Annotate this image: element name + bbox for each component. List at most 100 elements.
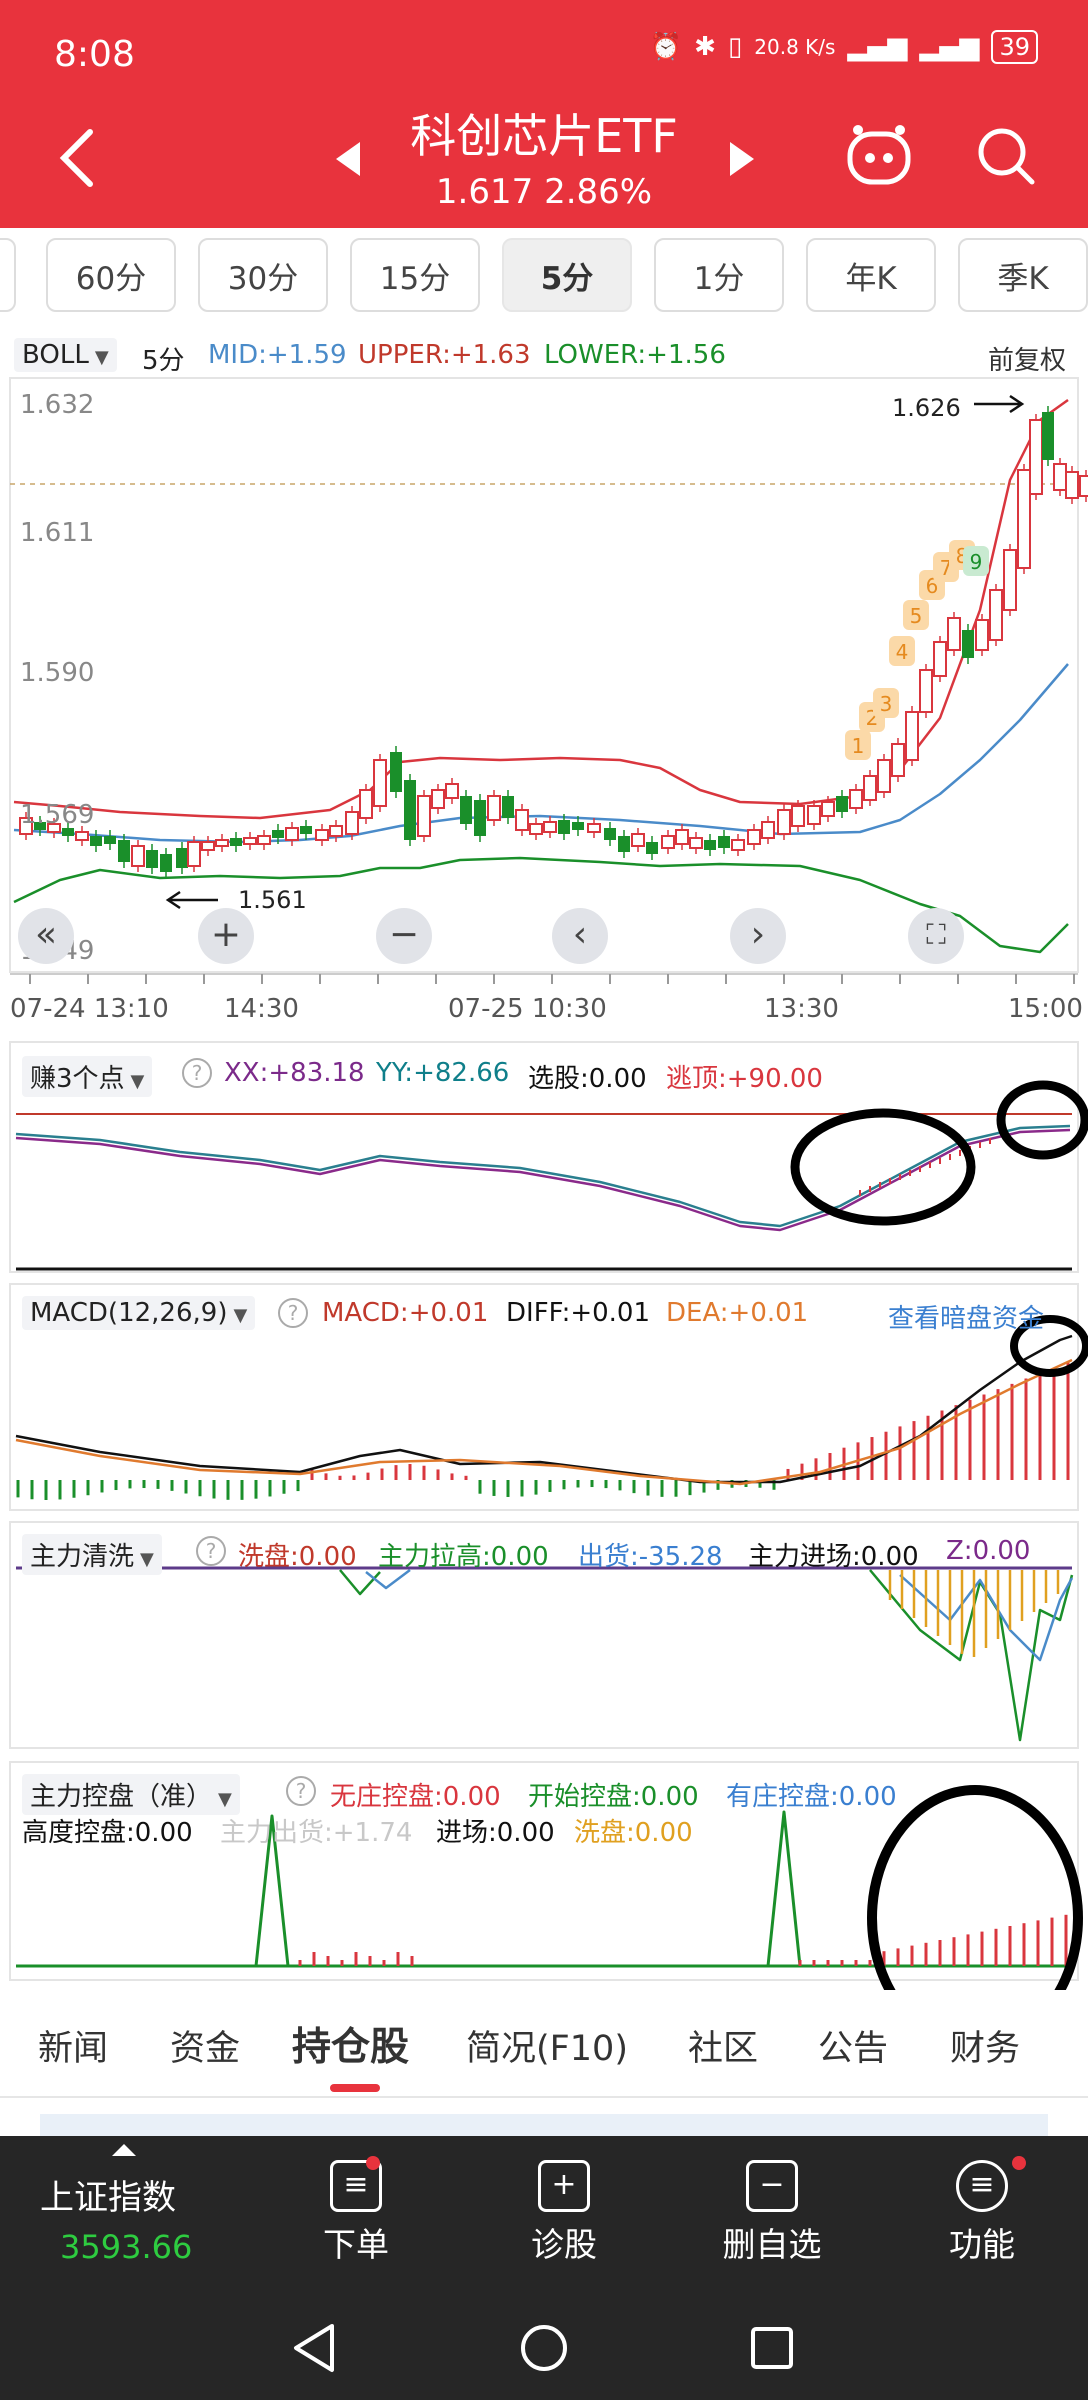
network-speed: 20.8 K/s bbox=[754, 35, 836, 59]
tab-community[interactable]: 社区 bbox=[688, 2029, 759, 2069]
tab-announcements[interactable]: 公告 bbox=[818, 2029, 889, 2069]
zlqx-z: Z:0.00 bbox=[946, 1536, 1031, 1566]
td-number: 1 bbox=[852, 734, 865, 758]
tab-period-hidden[interactable] bbox=[0, 238, 16, 312]
tab-holdings[interactable]: 持仓股 bbox=[292, 2025, 410, 2070]
nav-order[interactable]: ≡ 下单 bbox=[316, 2160, 396, 2266]
candle-body bbox=[131, 845, 145, 867]
dark-pool-link[interactable]: 查看暗盘资金 bbox=[888, 1304, 1045, 1334]
candle-body bbox=[390, 752, 402, 792]
tab-funds[interactable]: 资金 bbox=[170, 2029, 241, 2069]
candle-body bbox=[905, 711, 919, 761]
tab-finance[interactable]: 财务 bbox=[950, 2029, 1021, 2069]
nav-remove-watchlist[interactable]: − 删自选 bbox=[716, 2160, 828, 2266]
zlkp-kskp: 开始控盘:0.00 bbox=[528, 1782, 699, 1812]
system-home-icon[interactable] bbox=[518, 2322, 570, 2374]
header: 8:08 ⏰ ✱ ▯ 20.8 K/s ▂▄▆ ▂▄▆ 39 科创芯片ETF 1… bbox=[0, 0, 1088, 228]
tab-f10[interactable]: 简况(F10) bbox=[466, 2029, 628, 2069]
adjust-mode[interactable]: 前复权 bbox=[988, 346, 1067, 376]
help-icon[interactable]: ? bbox=[278, 1298, 308, 1328]
next-stock-icon[interactable] bbox=[730, 142, 754, 176]
help-icon[interactable]: ? bbox=[196, 1536, 226, 1566]
fullscreen-icon[interactable]: ⛶ bbox=[908, 908, 964, 964]
candle-body bbox=[718, 836, 730, 848]
boll-selector[interactable]: BOLL ▼ bbox=[14, 338, 117, 372]
zoom-in-icon[interactable]: + bbox=[198, 908, 254, 964]
nav-diagnose-label: 诊股 bbox=[531, 2225, 597, 2264]
zlkp-selector[interactable]: 主力控盘（准） ▼ bbox=[22, 1774, 240, 1815]
annotation-circle-2 bbox=[996, 1080, 1088, 1160]
high-arrow-icon bbox=[974, 394, 1025, 414]
dropdown-icon: ▼ bbox=[130, 1071, 145, 1092]
td-number: 5 bbox=[910, 604, 923, 628]
bottom-nav: 上证指数 3593.66 ≡ 下单 + 诊股 − 删自选 ≡ 功能 bbox=[0, 2136, 1088, 2400]
candle-body bbox=[257, 835, 271, 845]
expand-up-icon[interactable] bbox=[112, 2144, 136, 2156]
zlqx-small-green bbox=[339, 1569, 381, 1596]
candle-body bbox=[230, 838, 242, 846]
notification-dot bbox=[366, 2156, 380, 2170]
candle-body bbox=[460, 796, 472, 824]
help-icon[interactable]: ? bbox=[286, 1776, 316, 1806]
candle-body bbox=[689, 837, 703, 849]
nav-diagnose[interactable]: + 诊股 bbox=[524, 2160, 604, 2266]
candle-body bbox=[104, 836, 116, 844]
prev-stock-icon[interactable] bbox=[336, 142, 360, 176]
candle-body bbox=[359, 789, 373, 819]
tab-1min[interactable]: 1分 bbox=[654, 238, 784, 312]
candle-body bbox=[631, 833, 645, 847]
zoom-out-icon[interactable]: − bbox=[376, 908, 432, 964]
macd-label: MACD(12,26,9) bbox=[30, 1298, 228, 1328]
system-recents-icon[interactable] bbox=[748, 2324, 796, 2372]
tab-year-k[interactable]: 年K bbox=[806, 238, 936, 312]
td-number: 9 bbox=[970, 550, 983, 574]
tab-15min[interactable]: 15分 bbox=[350, 238, 480, 312]
candle-body bbox=[777, 809, 791, 835]
robot-icon[interactable] bbox=[844, 124, 914, 188]
tab-60min[interactable]: 60分 bbox=[46, 238, 176, 312]
zlkp-zlch: 主力出货:+1.74 bbox=[220, 1818, 413, 1848]
macd-lines bbox=[15, 1334, 1073, 1500]
system-back-icon[interactable] bbox=[290, 2322, 340, 2374]
zsd-xx: XX:+83.18 bbox=[224, 1058, 365, 1088]
battery-icon: 39 bbox=[991, 30, 1038, 64]
zlkp-wzkp: 无庄控盘:0.00 bbox=[330, 1782, 501, 1812]
macd-value: MACD:+0.01 bbox=[322, 1298, 489, 1328]
tab-30min[interactable]: 30分 bbox=[198, 238, 328, 312]
td-badge bbox=[963, 546, 989, 576]
td-badge bbox=[903, 600, 929, 630]
boll-bands bbox=[13, 398, 1069, 954]
candle-body bbox=[933, 641, 947, 677]
tab-news[interactable]: 新闻 bbox=[38, 2029, 109, 2069]
nav-functions[interactable]: ≡ 功能 bbox=[942, 2160, 1022, 2266]
zsd-xg: 选股:0.00 bbox=[528, 1064, 647, 1094]
search-icon[interactable] bbox=[976, 126, 1036, 186]
zlqx-label: 主力清洗 bbox=[30, 1542, 135, 1572]
tab-quarter-k[interactable]: 季K bbox=[958, 238, 1088, 312]
macd-selector[interactable]: MACD(12,26,9) ▼ bbox=[22, 1296, 256, 1330]
candle-body bbox=[761, 821, 775, 839]
annotation-circle-1 bbox=[790, 1108, 976, 1226]
help-icon[interactable]: ? bbox=[182, 1058, 212, 1088]
zlqx-selector[interactable]: 主力清洗 ▼ bbox=[22, 1534, 162, 1575]
candlesticks bbox=[19, 406, 1088, 878]
index-name[interactable]: 上证指数 bbox=[40, 2178, 176, 2218]
candle-body bbox=[877, 759, 891, 793]
candle-body bbox=[1017, 469, 1031, 569]
time-label: 07-24 13:10 bbox=[10, 994, 169, 1024]
candle-body bbox=[704, 840, 716, 850]
chevron-left-icon[interactable] bbox=[58, 128, 98, 188]
scroll-left-fast-icon[interactable]: « bbox=[18, 908, 74, 964]
candle-body bbox=[989, 589, 1003, 641]
tab-5min[interactable]: 5分 bbox=[502, 238, 632, 312]
scroll-right-icon[interactable]: › bbox=[730, 908, 786, 964]
low-arrow-icon bbox=[165, 890, 218, 910]
candle-body bbox=[146, 850, 158, 868]
candle-body bbox=[675, 829, 689, 845]
zsd-selector[interactable]: 赚3个点 ▼ bbox=[22, 1056, 153, 1097]
candle-body bbox=[215, 839, 229, 847]
candle-body bbox=[62, 828, 74, 836]
status-icons: ⏰ ✱ ▯ 20.8 K/s ▂▄▆ ▂▄▆ 39 bbox=[650, 30, 1038, 64]
scroll-left-icon[interactable]: ‹ bbox=[552, 908, 608, 964]
